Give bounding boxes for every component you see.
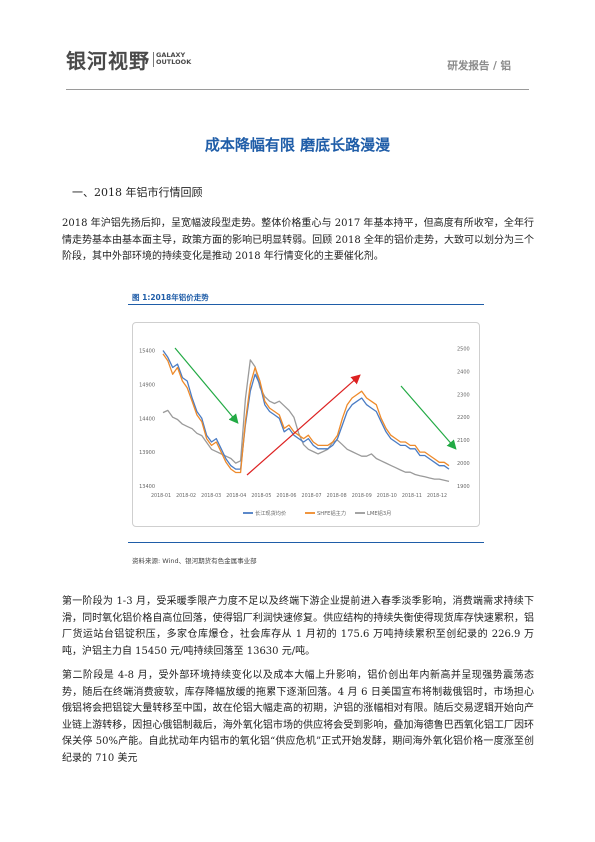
x-axis-tick-0: 2018-01 (151, 493, 171, 499)
aluminum-price-chart: 13400 13900 14400 14900 15400 1900 2000 2100 22… (132, 322, 480, 527)
logo-en: GALAXY OUTLOOK (153, 50, 192, 67)
right-axis-tick-6: 2500 (457, 346, 470, 352)
legend-label-0: 长江现货均价 (255, 509, 287, 517)
figure-source: 资料来源: Wind、银河期货有色金属事业部 (132, 557, 257, 565)
series-line-2 (162, 359, 450, 483)
figure-top-rule (128, 304, 484, 305)
chart-canvas: 13400 13900 14400 14900 15400 1900 2000 2100 22… (139, 346, 470, 517)
figure-title: 图 1:2018年铝价走势 (132, 293, 209, 302)
paragraph-stage-1: 第一阶段为 1-3 月，受采暖季限产力度不足以及终端下游企业提前进入春季淡季影响… (62, 596, 534, 657)
right-axis-tick-1: 2000 (457, 461, 470, 467)
x-axis-tick-2: 2018-03 (201, 493, 221, 499)
right-axis-tick-5: 2400 (457, 369, 470, 375)
x-axis-tick-6: 2018-07 (302, 493, 322, 499)
x-axis-tick-11: 2018-12 (427, 493, 447, 499)
left-axis-tick-1: 13900 (139, 450, 155, 456)
x-axis-tick-9: 2018-10 (377, 493, 397, 499)
logo-en-line2: OUTLOOK (156, 58, 192, 66)
left-axis-tick-3: 14900 (139, 382, 155, 388)
x-axis-tick-3: 2018-04 (226, 493, 246, 499)
header-divider (66, 89, 529, 90)
left-axis-tick-4: 15400 (139, 349, 155, 355)
paragraph-stage-2: 第二阶段是 4-8 月，受外部环境持续变化以及成本大幅上升影响，铝价创出年内新高… (62, 670, 534, 764)
legend-label-2: LME铝3月 (367, 509, 391, 517)
right-axis-tick-2: 2100 (457, 438, 470, 444)
report-category: 研发报告 / 铝 (447, 60, 511, 72)
x-axis-tick-8: 2018-09 (352, 493, 372, 499)
series-line-0 (162, 350, 450, 470)
left-axis-tick-2: 14400 (139, 416, 155, 422)
trend-arrow-down-1 (174, 347, 239, 424)
x-axis-tick-5: 2018-06 (276, 493, 296, 499)
logo-cn: 银河视野 (66, 48, 150, 73)
section-heading: 一、2018 年铝市行情回顾 (72, 186, 203, 199)
report-title: 成本降幅有限 磨底长路漫漫 (204, 136, 391, 154)
x-axis-tick-7: 2018-08 (327, 493, 347, 499)
left-axis-tick-0: 13400 (139, 484, 155, 490)
galaxy-outlook-logo: 银河视野 GALAXY OUTLOOK (66, 42, 191, 76)
x-axis-tick-10: 2018-11 (402, 493, 422, 499)
right-axis-tick-4: 2300 (457, 392, 470, 398)
page-header: 银河视野 GALAXY OUTLOOK 研发报告 / 铝 (0, 0, 595, 90)
x-axis-tick-1: 2018-02 (176, 493, 196, 499)
trend-arrow-up (246, 374, 361, 476)
figure-bottom-rule (128, 542, 484, 543)
legend-label-1: SHFE铝主力 (317, 509, 346, 517)
paragraph-intro: 2018 年沪铝先扬后抑，呈宽幅波段型走势。整体价格重心与 2017 年基本持平… (62, 218, 534, 262)
trend-arrow-down-2 (400, 385, 457, 450)
series-line-1 (162, 353, 450, 474)
right-axis-tick-3: 2200 (457, 415, 470, 421)
right-axis-tick-0: 1900 (457, 484, 470, 490)
logo-en-line1: GALAXY (156, 50, 186, 59)
x-axis-tick-4: 2018-05 (251, 493, 271, 499)
